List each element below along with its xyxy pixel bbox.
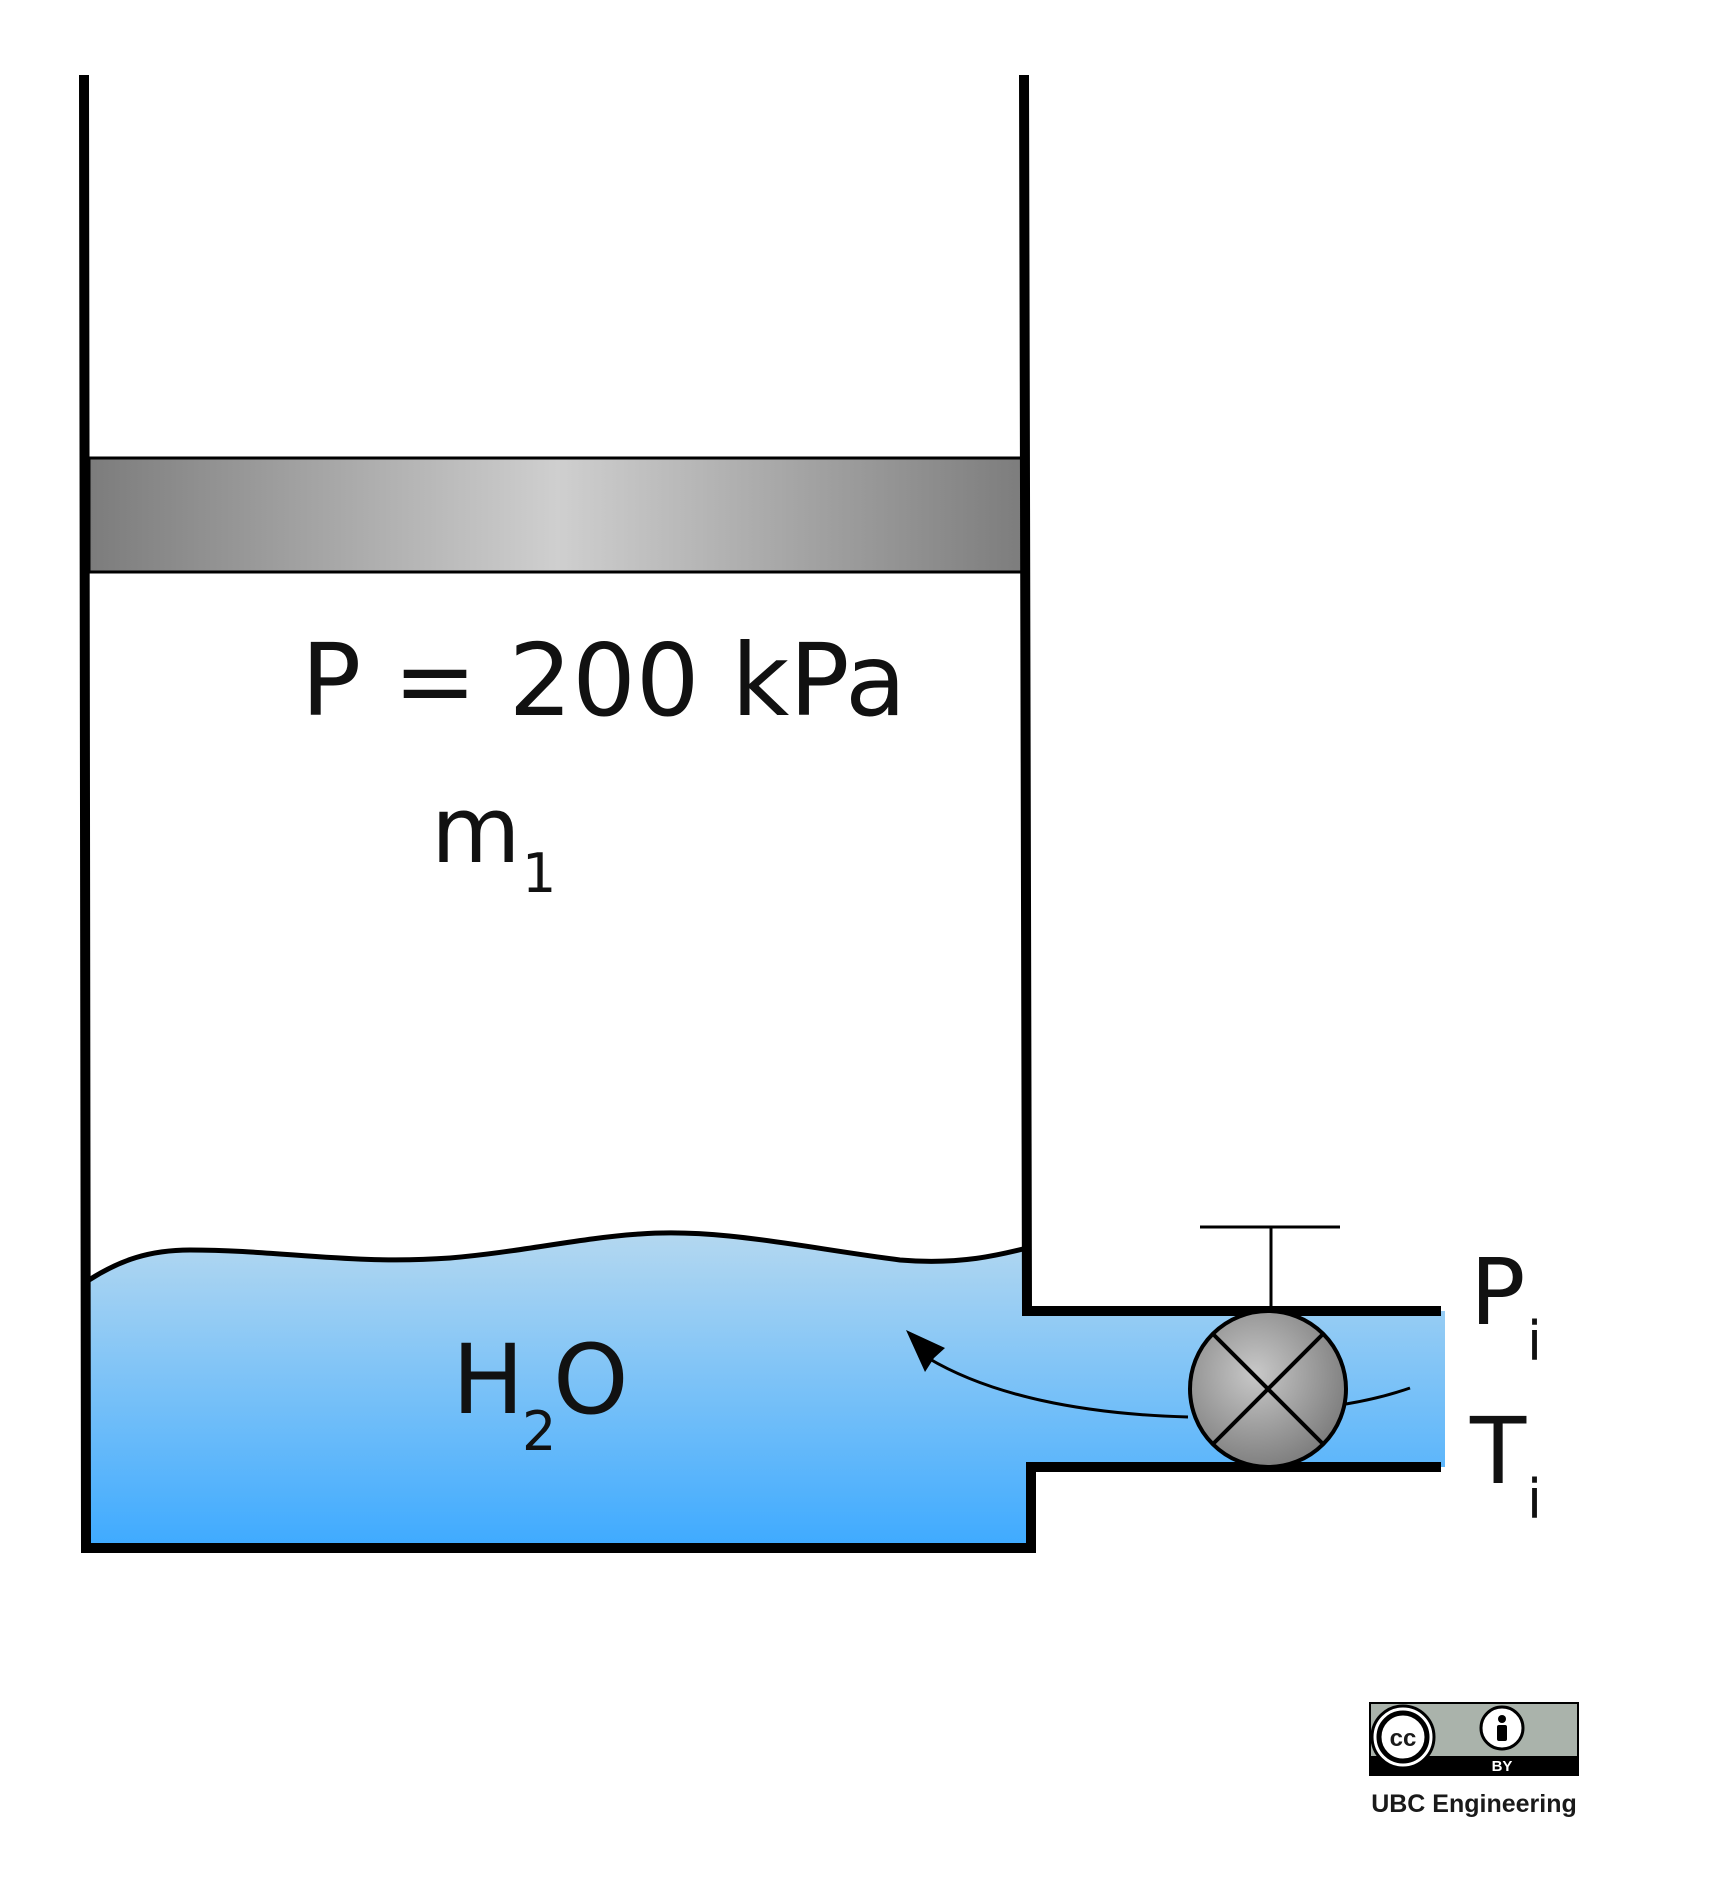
- cylinder-wall-right: [1019, 74, 1441, 1316]
- flow-arrow: [927, 1356, 1189, 1419]
- license-badge: cc BY: [1369, 1702, 1579, 1776]
- inlet-pressure-label: P: [1470, 1239, 1525, 1346]
- pressure-label: P = 200 kPa: [301, 622, 906, 739]
- water-label-o: O: [553, 1324, 629, 1436]
- cylinder-wall: [79, 74, 1441, 1553]
- creative-commons-icon: cc: [1370, 1704, 1436, 1770]
- water-subscript: 2: [522, 1400, 556, 1463]
- by-mark: BY: [1492, 1758, 1513, 1775]
- cc-mark: cc: [1390, 1725, 1417, 1752]
- arrow-head-icon: [906, 1330, 945, 1372]
- inlet-temperature-label: T: [1469, 1398, 1527, 1505]
- water-label-h: H: [452, 1324, 524, 1436]
- credit-text: UBC Engineering: [1371, 1790, 1577, 1818]
- inlet-pressure-subscript: i: [1527, 1310, 1542, 1373]
- inlet-temperature-subscript: i: [1527, 1468, 1542, 1531]
- water-surface: [87, 1230, 1032, 1283]
- mass-subscript: 1: [522, 842, 556, 905]
- valve-cross-icon: [1188, 1309, 1348, 1469]
- attribution-person-icon: [1479, 1705, 1525, 1751]
- mass-label: m: [431, 777, 521, 884]
- piston: [87, 456, 1029, 574]
- valve-pointer-line: [1345, 1386, 1411, 1406]
